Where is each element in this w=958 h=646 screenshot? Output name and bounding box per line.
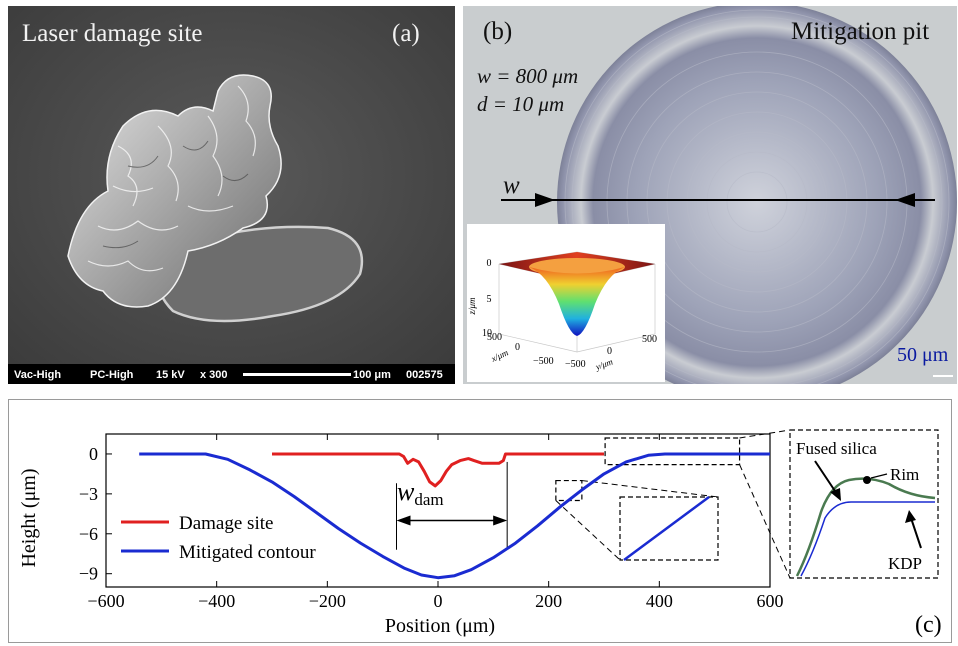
inset-x-tick-0: 0	[515, 342, 520, 353]
fused-silica-curve	[795, 477, 936, 577]
zoom-connector	[739, 429, 791, 439]
rim-marker	[863, 476, 871, 484]
w-dam-label: wdam	[397, 477, 444, 509]
damage-site-line	[272, 452, 604, 488]
inset-y-label: y/μm	[593, 356, 614, 372]
y-tick-label: −6	[79, 524, 98, 544]
x-tick-label: 600	[757, 591, 784, 611]
d-value: d = 10 μm	[477, 92, 565, 116]
legend-label-damage: Damage site	[179, 513, 273, 534]
y-tick-label: −9	[79, 564, 98, 584]
x-tick-label: −200	[309, 591, 346, 611]
fused-silica-label: Fused silica	[796, 439, 877, 458]
w-dam-arrow-left	[396, 515, 411, 526]
w-dam-symbol: w	[397, 477, 415, 506]
legend-label-mitigated: Mitigated contour	[179, 542, 316, 563]
w-line-text: w = 800 μm	[477, 64, 579, 88]
panel-c-label: (c)	[915, 612, 942, 638]
inset-z-tick-10: 10	[482, 328, 492, 339]
y-tick-label: 0	[89, 444, 98, 464]
mitigated-contour-line	[139, 452, 770, 580]
inset-y-tick-0: 0	[607, 346, 612, 357]
panel-b-title: Mitigation pit	[791, 18, 930, 45]
sem-vacuum: Vac-High	[14, 369, 62, 381]
inset-x-tick-500: 500	[487, 332, 502, 343]
panel-a-title: Laser damage site	[22, 20, 203, 47]
detail-inset: Fused silica Rim KDP	[789, 429, 939, 579]
x-tick-label: 0	[434, 591, 443, 611]
inset-z-tick-0: 0	[487, 258, 492, 269]
sem-info-bar: Vac-High PC-High 15 kV x 300 100 μm 0025…	[8, 364, 455, 384]
zoom-connector	[555, 500, 621, 561]
chart-legend: Damage site Mitigated contour	[121, 513, 316, 563]
y-axis-title: Height (μm)	[18, 468, 40, 567]
kdp-label: KDP	[888, 554, 922, 573]
panel-a-sem-image: Laser damage site (a) Vac-High PC-High 1…	[8, 6, 455, 384]
w-arrow-right	[895, 193, 915, 207]
sem-scale-label: 100 μm	[353, 369, 391, 381]
inset-3d-plot: z/μm 0 5 10 500 0 −500 x/μm −500 0 500 y…	[467, 224, 665, 382]
chart-axes: −600 −400 −200 0 200 400 600 0 −3 −6 −9	[79, 433, 784, 611]
inset-x-tick-neg500: −500	[533, 356, 554, 367]
sem-magnification: x 300	[200, 369, 228, 381]
x-tick-label: −400	[198, 591, 235, 611]
zoom-inset-1	[619, 495, 719, 562]
x-tick-label: −600	[87, 591, 124, 611]
w-value: w = 800 μm	[477, 64, 578, 89]
inset-well	[529, 267, 625, 336]
zoom-connector	[739, 464, 791, 579]
sem-voltage: 15 kV	[156, 369, 185, 381]
w-dam-arrow-right	[493, 515, 508, 526]
sem-mode: PC-High	[90, 369, 134, 381]
inset-3d-svg: z/μm 0 5 10 500 0 −500 x/μm −500 0 500 y…	[467, 251, 657, 372]
panel-c-profile-chart: −600 −400 −200 0 200 400 600 0 −3 −6 −9 Position (…	[8, 399, 952, 643]
inset-y-tick-500: 500	[642, 334, 657, 345]
sem-scale-bar	[243, 373, 351, 376]
w-arrow-label: w	[503, 172, 520, 199]
x-tick-label: 200	[535, 591, 562, 611]
inset-z-tick-5: 5	[487, 294, 492, 305]
panel-b-optical-image: (b) Mitigation pit w = 800 μm d = 10 μm …	[463, 6, 957, 384]
sem-image-number: 002575	[406, 369, 443, 381]
scale-bar-label: 50 μm	[897, 344, 949, 366]
x-axis-title: Position (μm)	[385, 615, 495, 637]
zoom-box	[555, 479, 583, 502]
fractured-debris	[67, 74, 282, 308]
sem-micrograph	[8, 6, 455, 384]
inset-y-tick-neg500: −500	[565, 359, 586, 370]
w-dam-subscript: dam	[414, 490, 443, 509]
chart-series	[139, 452, 770, 580]
zoom-connector	[581, 480, 719, 498]
kdp-curve	[800, 501, 935, 577]
chart-annotations	[396, 429, 791, 579]
inset-x-label: x/μm	[489, 347, 510, 364]
w-arrow-left	[535, 193, 555, 207]
rim-label: Rim	[890, 465, 919, 484]
zoom-box	[604, 437, 741, 466]
inset-z-label: z/μm	[467, 297, 477, 316]
y-tick-label: −3	[79, 484, 98, 504]
panel-b-label: (b)	[483, 18, 513, 45]
x-tick-label: 400	[646, 591, 673, 611]
crater-floor	[154, 225, 364, 323]
panel-a-label: (a)	[392, 20, 420, 47]
profile-chart-svg: −600 −400 −200 0 200 400 600 0 −3 −6 −9 Position (…	[18, 429, 942, 638]
